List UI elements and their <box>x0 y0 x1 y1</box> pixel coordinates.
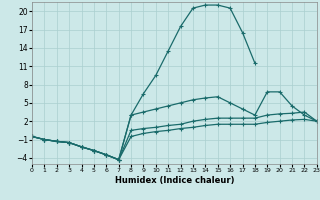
X-axis label: Humidex (Indice chaleur): Humidex (Indice chaleur) <box>115 176 234 185</box>
